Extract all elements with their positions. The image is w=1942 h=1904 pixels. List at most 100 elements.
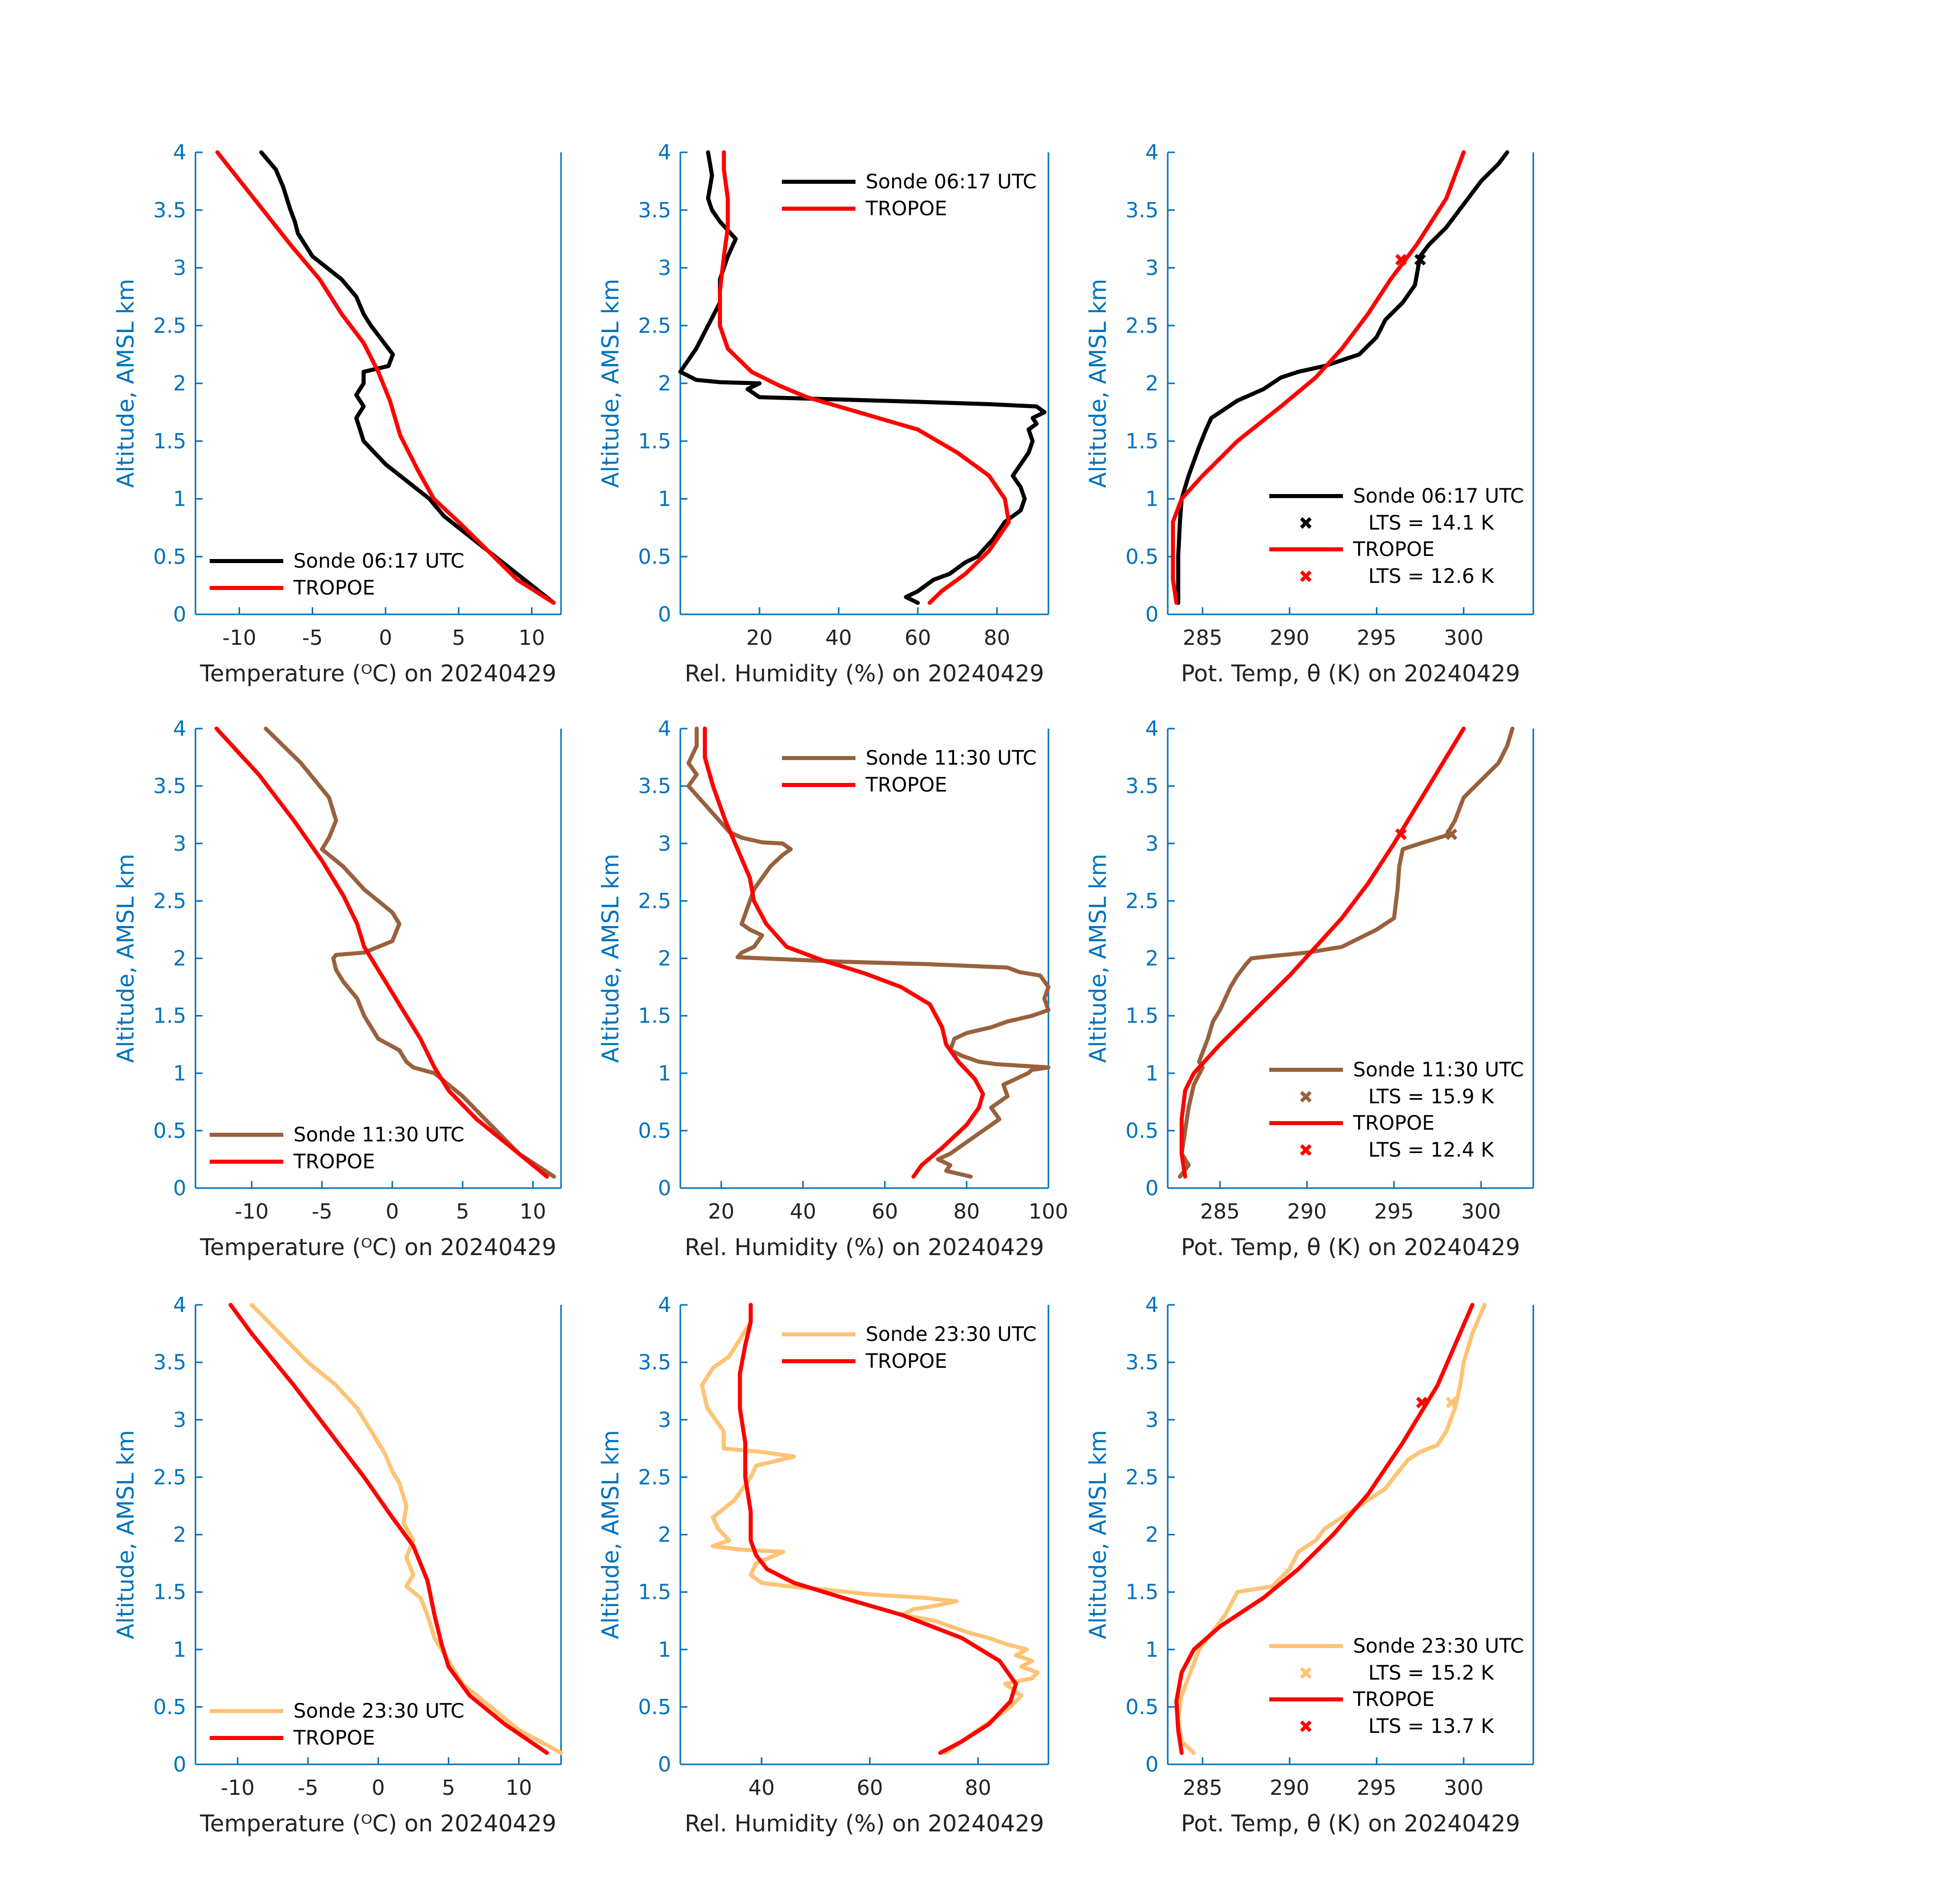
y-tick-label: 4 [1145,1293,1159,1317]
y-tick-label: 2 [173,1523,186,1547]
legend-label: Sonde 23:30 UTC [293,1700,465,1723]
tropoe-line [214,727,549,1179]
x-tick-label: 285 [1182,1776,1222,1800]
y-tick-label: 4 [1145,140,1159,165]
y-tick-label: 1.5 [638,429,671,453]
x-axis-label: Pot. Temp, θ (K) on 20240429 [1181,1234,1520,1261]
x-tick-label: 0 [386,1199,399,1224]
y-tick-label: 2 [658,1523,671,1547]
lts-marker [1414,254,1426,266]
panel-2-2: 0 0.5 1 1.5 2 2.5 3 3.5 4 20 40 60 80 100 Altitude, AM… [597,716,1068,1261]
y-tick-label: 2.5 [638,889,671,913]
y-tick-label: 2.5 [1126,313,1159,338]
y-tick-label: 2.5 [153,889,186,913]
x-tick-label: 10 [518,626,545,650]
y-tick-label: 4 [173,140,186,165]
y-tick-label: 4 [658,716,671,741]
y-tick-label: 3 [173,1407,186,1432]
y-tick-label: 4 [1145,716,1159,741]
y-tick-label: 0 [658,1176,671,1200]
y-tick-label: 2 [1145,946,1159,971]
panel-3-1: 0 0.5 1 1.5 2 2.5 3 3.5 4 -10 -5 0 5 10 Altitude, AMSL… [112,1293,563,1837]
y-tick-label: 0.5 [638,1695,671,1719]
y-tick-label: 0 [173,1752,186,1777]
y-axis-label: Altitude, AMSL km [1084,1430,1111,1639]
x-tick-label: -5 [302,626,323,650]
y-tick-label: 2 [1145,1523,1159,1547]
x-tick-label: 60 [857,1776,883,1800]
legend-label: Sonde 23:30 UTC [866,1323,1037,1346]
x-axis-label: Temperature (ᴼC) on 20240429 [200,1810,556,1837]
legend-label: LTS = 14.1 K [1368,512,1495,535]
x-tick-label: 40 [826,626,852,650]
legend: Sonde 23:30 UTC TROPOE [782,1323,1037,1373]
legend-label: Sonde 11:30 UTC [1353,1059,1524,1081]
x-axis-label: Pot. Temp, θ (K) on 20240429 [1181,660,1520,687]
legend-label: TROPOE [1353,1688,1434,1711]
panel-2-3: 0 0.5 1 1.5 2 2.5 3 3.5 4 285 290 295 300 Altitude, A… [1084,716,1534,1261]
y-tick-label: 3.5 [153,198,186,222]
y-tick-label: 3 [1145,256,1159,280]
legend-label: LTS = 15.2 K [1368,1662,1495,1685]
tropoe-line [215,150,556,605]
legend-marker [1300,1091,1312,1103]
y-tick-label: 2 [658,946,671,971]
y-tick-label: 0 [173,1176,186,1200]
x-tick-label: 300 [1461,1199,1501,1224]
y-tick-label: 3 [658,1407,671,1432]
y-tick-label: 1.5 [1126,429,1159,453]
y-tick-label: 3 [658,831,671,856]
y-tick-label: 0 [1145,1752,1159,1777]
x-tick-label: -10 [235,1199,269,1224]
x-tick-label: 40 [748,1776,775,1800]
sonde-line [700,1308,1040,1755]
legend-label: LTS = 15.9 K [1368,1086,1495,1108]
sonde-line [1178,727,1515,1179]
y-tick-label: 0.5 [153,1695,186,1719]
y-tick-label: 3 [1145,1407,1159,1432]
y-tick-label: 2 [658,371,671,396]
y-tick-label: 1 [658,1061,671,1086]
x-tick-label: 60 [872,1199,898,1224]
lts-marker [1395,828,1407,840]
y-tick-label: 1 [173,487,186,511]
y-tick-label: 2.5 [638,1465,671,1489]
legend-label: Sonde 06:17 UTC [293,550,465,573]
y-tick-label: 1 [173,1637,186,1662]
legend-label: TROPOE [865,198,947,220]
x-tick-label: 0 [372,1776,385,1800]
lts-marker [1416,1396,1428,1408]
sonde-line [1176,1303,1487,1755]
tropoe-line [703,727,985,1179]
tropoe-line [738,1303,1018,1755]
x-tick-label: 100 [1029,1199,1068,1224]
legend-label: LTS = 13.7 K [1368,1715,1495,1738]
y-tick-label: 0 [658,602,671,627]
y-axis-label: Altitude, AMSL km [112,854,139,1063]
x-tick-label: 5 [456,1199,469,1224]
y-tick-label: 0.5 [638,1119,671,1143]
legend-label: TROPOE [1353,538,1434,561]
legend-label: Sonde 23:30 UTC [1353,1635,1524,1658]
panel-3-2: 0 0.5 1 1.5 2 2.5 3 3.5 4 40 60 80 Altitude, AMSL km… [597,1293,1049,1837]
y-tick-label: 0.5 [1126,544,1159,569]
y-tick-label: 1 [1145,487,1159,511]
y-tick-label: 0.5 [1126,1695,1159,1719]
panel-3-3: 0 0.5 1 1.5 2 2.5 3 3.5 4 285 290 295 300 Altitude, A… [1084,1293,1534,1837]
legend-marker [1300,1667,1312,1679]
y-tick-label: 1.5 [1126,1004,1159,1028]
x-tick-label: 5 [452,626,465,650]
x-tick-label: 10 [520,1199,546,1224]
tropoe-line [1179,727,1466,1179]
y-tick-label: 1.5 [638,1004,671,1028]
x-tick-label: 300 [1444,1776,1484,1800]
y-tick-label: 1 [658,487,671,511]
y-tick-label: 0.5 [153,544,186,569]
y-tick-label: 3.5 [638,1350,671,1374]
y-tick-label: 0 [658,1752,671,1777]
x-axis-label: Rel. Humidity (%) on 20240429 [685,1810,1044,1837]
legend-label: LTS = 12.6 K [1368,565,1495,588]
y-tick-label: 1.5 [638,1580,671,1604]
x-axis-label: Temperature (ᴼC) on 20240429 [200,1234,556,1261]
x-tick-label: 290 [1270,626,1309,650]
